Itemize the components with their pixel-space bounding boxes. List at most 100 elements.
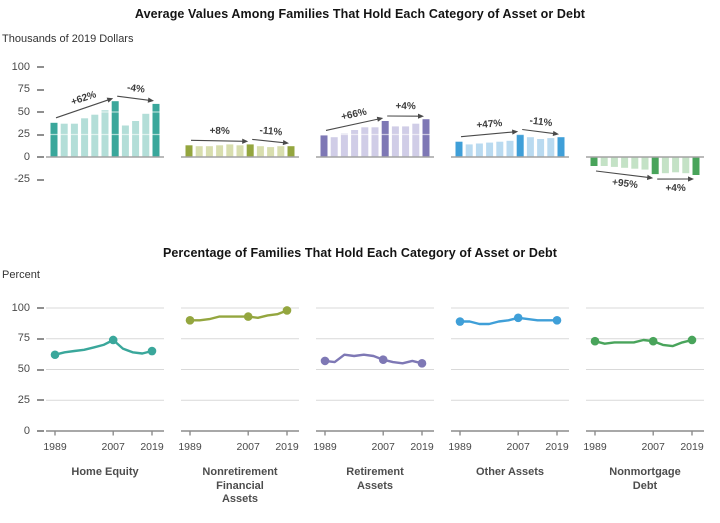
bar bbox=[391, 126, 399, 157]
x-tick-label: 2007 bbox=[641, 441, 665, 453]
annotation-label: +4% bbox=[665, 183, 685, 194]
bar bbox=[475, 143, 483, 157]
bar-chart-home-equity: +62%-4% bbox=[46, 82, 164, 158]
bar bbox=[195, 146, 203, 157]
x-tick-label: 2007 bbox=[101, 441, 125, 453]
bar bbox=[340, 133, 348, 157]
x-tick-label: 1989 bbox=[583, 441, 607, 453]
bar bbox=[185, 145, 193, 157]
bar bbox=[246, 144, 254, 157]
bar bbox=[682, 157, 690, 174]
line-chart-home-equity bbox=[46, 307, 164, 436]
annotation-label: +95% bbox=[611, 177, 638, 191]
trend-arrowhead bbox=[147, 97, 154, 103]
trend-arrowhead bbox=[646, 174, 654, 180]
x-tick-label: 2019 bbox=[545, 441, 569, 453]
trend-arrowhead bbox=[242, 138, 249, 144]
x-tick-label: 2019 bbox=[140, 441, 164, 453]
bar bbox=[547, 138, 555, 157]
y-tick-mark bbox=[37, 88, 44, 91]
bar bbox=[661, 157, 669, 174]
bar bbox=[641, 157, 649, 170]
line-chart-nonmortgage-debt bbox=[586, 307, 704, 436]
trend-arrowhead bbox=[687, 176, 694, 182]
trend-arrow bbox=[595, 170, 651, 179]
bar bbox=[91, 114, 99, 157]
category-label-line: Debt bbox=[632, 479, 658, 492]
marker-dot bbox=[590, 336, 600, 346]
line-path bbox=[593, 338, 694, 348]
y-tick-label: 50 bbox=[17, 363, 30, 375]
marker-dot bbox=[417, 359, 427, 368]
marker-dot bbox=[282, 306, 292, 315]
line-chart-nonretirement-financial-assets bbox=[181, 306, 299, 436]
y-tick-mark bbox=[37, 133, 44, 136]
marker-dot bbox=[185, 316, 195, 325]
category-label-line: Nonretirement bbox=[202, 466, 278, 478]
y-tick-label: 100 bbox=[11, 301, 30, 314]
bar bbox=[152, 103, 160, 157]
bar bbox=[226, 144, 234, 157]
bar bbox=[422, 119, 430, 157]
category-label-line: Assets bbox=[221, 493, 259, 505]
y-tick-label: 50 bbox=[17, 105, 30, 118]
y-tick-label: 25 bbox=[17, 393, 30, 406]
category-label-nonretirement-financial-assets: Nonretirement Financial Assets bbox=[175, 466, 305, 507]
bar bbox=[236, 145, 244, 157]
bar bbox=[621, 157, 629, 168]
y-tick-mark bbox=[37, 111, 44, 113]
trend-arrow bbox=[190, 139, 246, 142]
bar bbox=[557, 137, 565, 157]
bar bbox=[205, 146, 213, 157]
category-label-line: Financial bbox=[216, 479, 264, 492]
bar bbox=[256, 146, 264, 157]
category-label-line: Nonmortgage bbox=[609, 466, 681, 478]
y-tick-label: 75 bbox=[17, 83, 30, 95]
bar bbox=[537, 139, 545, 157]
bar bbox=[361, 127, 369, 157]
bar bbox=[216, 145, 224, 157]
category-label-nonmortgage-debt: Nonmortgage Debt bbox=[580, 466, 710, 493]
x-tick-label: 2019 bbox=[275, 441, 299, 453]
bar bbox=[351, 130, 359, 157]
annotation-label: +4% bbox=[395, 101, 415, 112]
line-chart-retirement-assets bbox=[316, 307, 434, 436]
annotation-label: -4% bbox=[126, 82, 145, 95]
bar bbox=[381, 121, 389, 157]
bar bbox=[590, 157, 598, 166]
line-chart-other-assets bbox=[451, 307, 569, 436]
bar bbox=[672, 157, 680, 173]
bar bbox=[60, 123, 68, 157]
bar bbox=[496, 141, 504, 157]
annotation-label: -11% bbox=[529, 115, 553, 129]
trend-arrowhead bbox=[106, 97, 114, 103]
x-tick-label: 1989 bbox=[313, 441, 337, 453]
bar-chart-nonretirement-financial-assets: +8% -11% bbox=[181, 111, 299, 158]
y-tick-mark bbox=[37, 430, 44, 432]
bar bbox=[277, 146, 285, 157]
x-tick-label: 1989 bbox=[178, 441, 202, 453]
line-path bbox=[188, 309, 289, 322]
annotation-label: +47% bbox=[476, 118, 503, 131]
marker-dot bbox=[552, 316, 562, 325]
y-tick-mark bbox=[37, 368, 44, 371]
line-path bbox=[323, 353, 424, 365]
y-tick-label: 100 bbox=[11, 60, 30, 73]
trend-arrowhead bbox=[417, 113, 424, 119]
bar bbox=[412, 123, 420, 157]
bar bbox=[486, 142, 494, 157]
marker-dot bbox=[320, 356, 330, 366]
bar bbox=[651, 157, 659, 175]
marker-dot bbox=[243, 312, 253, 321]
x-tick-label: 1989 bbox=[448, 441, 472, 453]
marker-dot bbox=[378, 355, 388, 364]
bar bbox=[692, 157, 700, 175]
y-tick-mark bbox=[37, 178, 44, 181]
annotation-label: +66% bbox=[340, 107, 368, 123]
bar bbox=[70, 123, 78, 157]
x-tick-label: 2007 bbox=[506, 441, 530, 453]
y-tick-label: 0 bbox=[23, 424, 30, 437]
y-tick-mark bbox=[37, 156, 44, 158]
marker-dot bbox=[50, 350, 60, 360]
